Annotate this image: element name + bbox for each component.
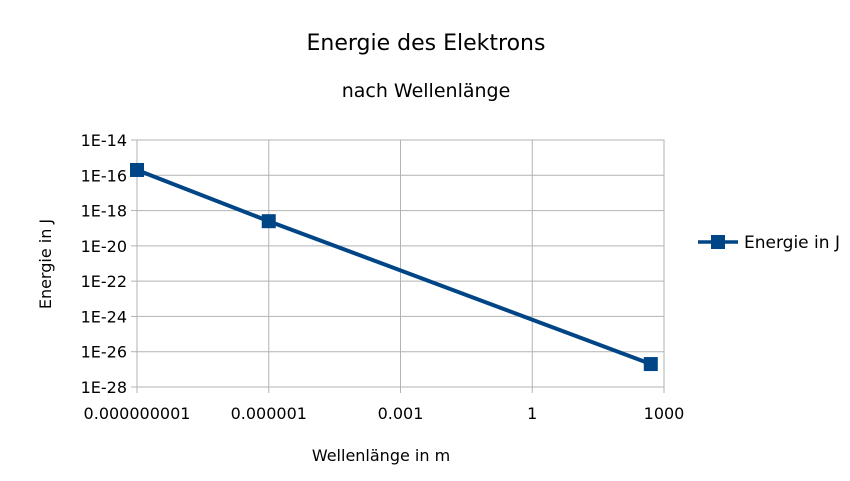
series-energie xyxy=(130,162,658,372)
data-point-marker xyxy=(130,162,144,177)
y-tick-label: 1E-22 xyxy=(81,272,127,291)
chart-title: Energie des Elektrons xyxy=(307,31,546,56)
data-point-marker xyxy=(261,214,276,229)
series-line xyxy=(136,168,652,366)
y-tick-label: 1E-26 xyxy=(81,343,127,362)
y-tick-label: 1E-16 xyxy=(81,166,127,185)
x-tick-label: 0.001 xyxy=(378,404,424,423)
x-tick-label: 1000 xyxy=(644,404,685,423)
grid xyxy=(137,140,664,387)
y-tick-label: 1E-14 xyxy=(81,131,127,150)
y-tick-label: 1E-18 xyxy=(81,202,127,221)
y-tick-label: 1E-24 xyxy=(81,307,127,326)
x-tick-label: 0.000001 xyxy=(231,404,307,423)
y-axis-ticks: 1E-14 1E-16 1E-18 1E-20 1E-22 1E-24 1E-26 1E-28 xyxy=(81,131,137,397)
y-tick-label: 1E-20 xyxy=(81,237,127,256)
y-axis-title: Energie in J xyxy=(36,219,55,309)
x-tick-label: 1 xyxy=(527,404,537,423)
chart-subtitle: nach Wellenlänge xyxy=(342,80,511,102)
y-tick-label: 1E-28 xyxy=(81,378,127,397)
x-tick-label: 0.000000001 xyxy=(84,404,191,423)
x-axis-title: Wellenlänge in m xyxy=(312,446,450,465)
legend-label: Energie in J xyxy=(744,233,840,253)
x-axis-ticks: 0.000000001 0.000001 0.001 1 1000 xyxy=(84,387,685,423)
legend-marker-square xyxy=(711,235,725,249)
data-point-marker xyxy=(643,357,658,372)
legend: Energie in J xyxy=(698,233,840,253)
